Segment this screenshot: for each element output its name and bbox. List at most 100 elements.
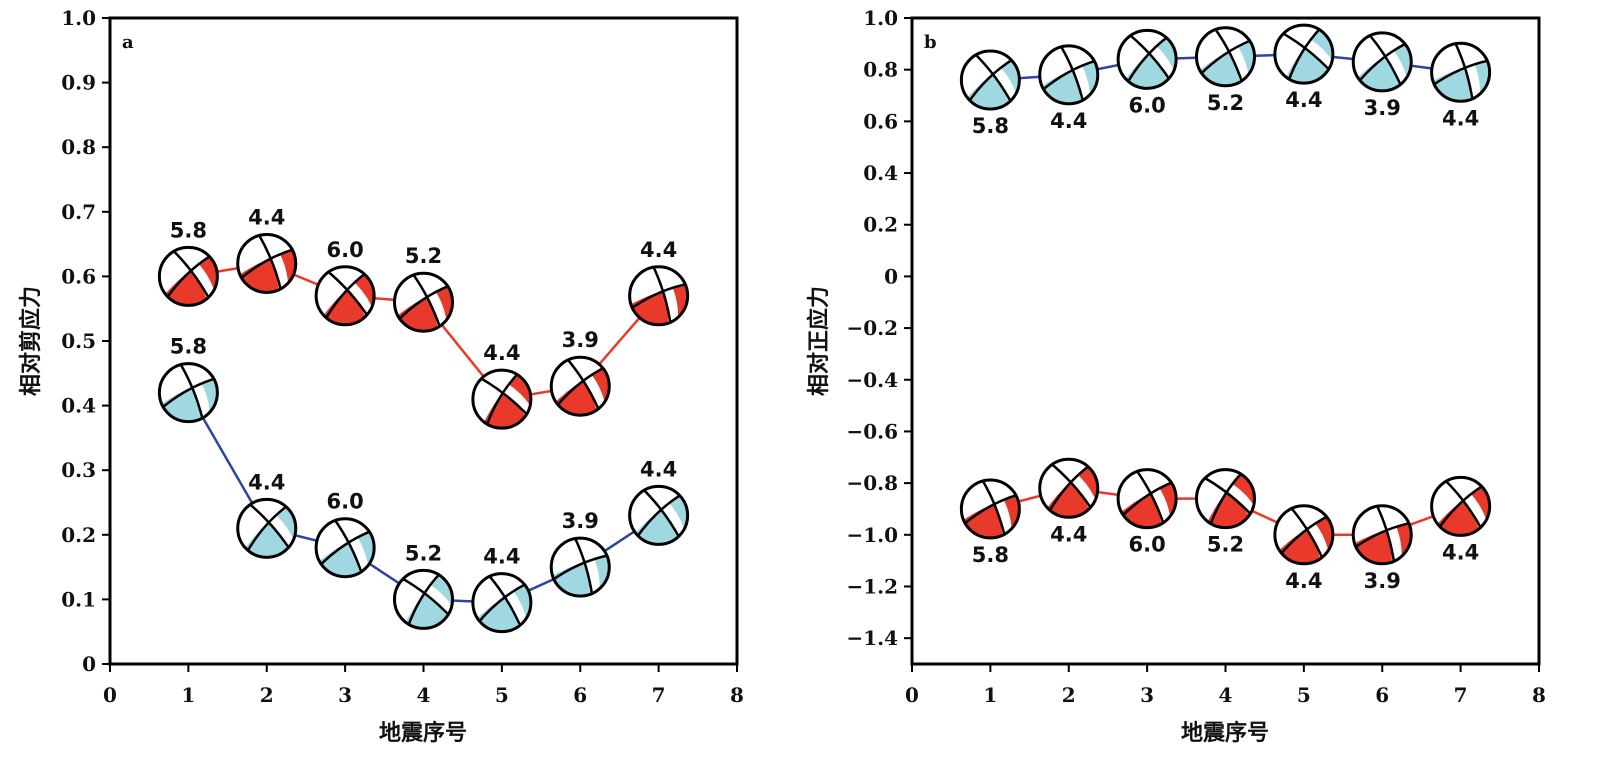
series-blue: 5.8 4.4 6.0 5.2 4.4 3.9 4.4	[152, 335, 700, 643]
focal-mechanism-blue-1	[152, 361, 226, 430]
y-tick-label: 0.2	[863, 213, 898, 237]
focal-mechanism-red-3-lens	[1130, 468, 1171, 525]
magnitude-label: 4.4	[483, 341, 520, 365]
focal-mechanism-blue-4-nodal-1	[1198, 38, 1254, 77]
focal-mechanism-red-1-outline	[959, 478, 1021, 540]
focal-mechanism-blue-5-nodal-1	[1286, 26, 1323, 83]
focal-mechanism-red-4	[388, 271, 463, 341]
magnitude-label: 3.9	[1364, 569, 1401, 593]
magnitude-label: 5.8	[972, 114, 1009, 138]
focal-mechanism-red-3-nodal-1	[1119, 480, 1175, 519]
focal-mechanism-red-3-nodal-2	[325, 269, 370, 319]
focal-mechanism-blue-1-nodal-2	[972, 51, 1014, 105]
magnitude-label: 3.9	[562, 328, 599, 352]
focal-mechanism-red-2-nodal-1	[1047, 463, 1092, 515]
focal-mechanism-blue-5-nodal-2	[486, 573, 523, 629]
y-tick-label: 0.1	[61, 587, 96, 611]
focal-mechanism-red-7-nodal-1	[1436, 483, 1486, 531]
y-tick-label: 0	[82, 652, 96, 676]
focal-mechanism-blue-6-nodal-1	[550, 553, 611, 583]
x-tick-label: 3	[338, 683, 352, 707]
magnitude-label: 6.0	[1129, 533, 1166, 557]
focal-mechanism-blue-5-nodal-1	[476, 582, 529, 625]
panel-a-plot-area: 5.8 4.4 6.0 5.2 4.4 3.9 4.4 5.8 4.4 6.0 5.2 4.4 3.9 4…	[152, 205, 700, 643]
panel-b-plot-area: 5.8 4.4 6.0 5.2 4.4 3.9 4.4 5.8 4.4 6.0 5.2 4.4 3.9 4…	[954, 22, 1502, 593]
panel-a-shear-stress: a 0 0.1 0.2 0.3 0.4 0.5 0.6 0.7 0.8 0.9 1.0 0 1 2 3 4 5…	[18, 6, 744, 746]
focal-mechanism-red-6-outline	[549, 355, 611, 417]
y-tick-label: 1.0	[863, 6, 898, 30]
y-tick-label: −1.0	[846, 523, 898, 547]
x-tick-label: 1	[181, 683, 195, 707]
series-red: 5.8 4.4 6.0 5.2 4.4 3.9 4.4	[157, 205, 695, 440]
focal-mechanism-red-5-nodal-1	[484, 371, 521, 428]
focal-mechanism-blue-6-nodal-1	[1356, 41, 1409, 84]
y-tick-label: 0.7	[61, 200, 96, 224]
x-tick-label: 0	[103, 683, 117, 707]
focal-mechanism-blue-7-lens	[1448, 41, 1481, 101]
focal-mechanism-blue-3-nodal-1	[317, 529, 373, 568]
focal-mechanism-red-4-outline	[393, 271, 454, 333]
magnitude-label: 3.9	[562, 509, 599, 533]
y-tick-label: −0.6	[846, 419, 898, 443]
y-tick-label: 0.5	[61, 329, 96, 353]
x-tick-label: 3	[1140, 683, 1154, 707]
focal-mechanism-blue-5-outline	[1273, 23, 1335, 85]
focal-mechanism-blue-7-nodal-1	[634, 492, 684, 540]
magnitude-label: 4.4	[1285, 569, 1322, 593]
focal-mechanism-blue-1-nodal-1	[159, 376, 218, 411]
focal-mechanism-red-1	[157, 245, 229, 317]
focal-mechanism-red-3-outline	[1116, 468, 1178, 530]
focal-mechanism-blue-7-nodal-1	[1430, 58, 1491, 88]
focal-mechanism-blue-2-nodal-2	[246, 501, 292, 551]
y-tick-label: 0.2	[61, 523, 96, 547]
focal-mechanism-red-4-lens	[407, 271, 448, 329]
x-tick-label: 6	[573, 683, 587, 707]
focal-mechanism-blue-1-outline	[157, 362, 219, 424]
magnitude-label: 5.8	[170, 218, 207, 242]
focal-mechanism-red-5-nodal-1	[1278, 514, 1331, 557]
x-tick-label: 8	[1532, 683, 1546, 707]
x-tick-label: 4	[417, 683, 431, 707]
focal-mechanism-red-4-nodal-1	[1208, 470, 1244, 528]
focal-mechanism-red-7-nodal-1	[628, 282, 689, 311]
focal-mechanism-red-6-nodal-2	[565, 356, 601, 413]
focal-mechanism-blue-7-nodal-2	[641, 487, 682, 540]
y-tick-label: 0.6	[863, 109, 898, 133]
magnitude-label: 4.4	[1050, 522, 1087, 546]
panel-b-y-ticks: 1.0 0.8 0.6 0.4 0.2 0 −0.2 −0.4 −0.6 −0.8 −1.0 −1.2…	[846, 6, 912, 650]
focal-mechanism-blue-7	[628, 484, 700, 556]
x-tick-label: 2	[260, 683, 274, 707]
focal-mechanism-blue-7-outline	[628, 484, 690, 546]
focal-mechanism-blue-5-nodal-2	[1280, 30, 1332, 73]
y-tick-label: −1.2	[846, 574, 898, 598]
focal-mechanism-red-6-nodal-2	[1374, 502, 1396, 565]
focal-mechanism-red-3-outline	[314, 265, 376, 327]
focal-mechanism-blue-4-outline	[393, 568, 454, 630]
focal-mechanism-red-3-nodal-2	[1134, 468, 1166, 527]
focal-mechanism-blue-2-lens	[1054, 43, 1091, 103]
panel-a-label: a	[122, 32, 134, 53]
focal-mechanism-blue-2-nodal-1	[1039, 58, 1098, 93]
panel-a-y-axis-label: 相对剪应力	[18, 286, 44, 396]
x-tick-label: 6	[1375, 683, 1389, 707]
magnitude-label: 5.2	[1207, 533, 1244, 557]
focal-mechanism-red-1-nodal-1	[961, 493, 1020, 527]
y-tick-label: −0.8	[846, 471, 898, 495]
focal-mechanism-red-6-nodal-1	[554, 365, 607, 409]
x-tick-label: 2	[1062, 683, 1076, 707]
focal-mechanism-blue-4-nodal-1	[406, 571, 442, 629]
focal-mechanism-blue-3-outline	[1116, 28, 1178, 90]
focal-mechanism-blue-1-nodal-1	[966, 57, 1015, 104]
focal-mechanism-red-6-lens	[561, 356, 606, 412]
magnitude-label: 4.4	[1442, 106, 1479, 130]
focal-mechanism-blue-1-lens	[174, 361, 210, 421]
panel-a-x-ticks: 0 1 2 3 4 5 6 7 8	[103, 664, 744, 707]
focal-mechanism-red-1-nodal-2	[170, 248, 212, 301]
magnitude-label: 4.4	[1050, 109, 1087, 133]
focal-mechanism-red-2-nodal-1	[237, 247, 296, 282]
y-tick-label: −0.4	[846, 368, 898, 392]
focal-mechanism-blue-3-nodal-2	[1127, 32, 1172, 82]
focal-mechanism-red-7-nodal-2	[1443, 478, 1484, 531]
y-tick-label: −1.4	[846, 626, 898, 650]
focal-mechanism-blue-4-lens	[1209, 26, 1250, 84]
